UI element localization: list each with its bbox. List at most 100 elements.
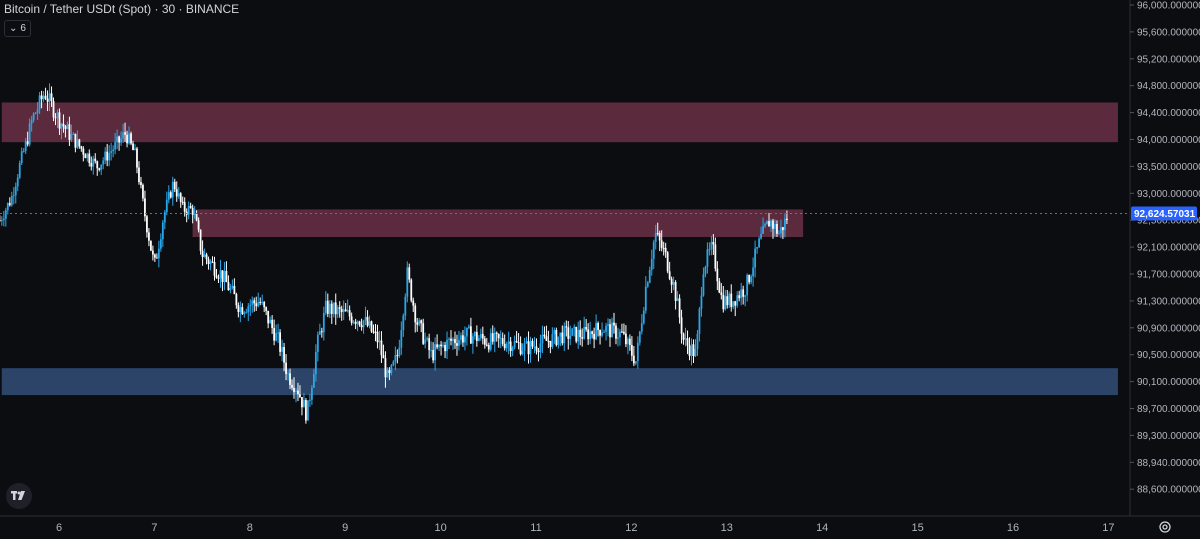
settings-icon[interactable]	[1158, 520, 1172, 534]
candle-body	[469, 326, 472, 344]
candle-body	[398, 347, 401, 357]
y-tick-label: 96,000.000000	[1137, 1, 1200, 12]
candle-body	[736, 295, 739, 306]
tradingview-logo-icon[interactable]	[6, 483, 32, 509]
demand-zone-3[interactable]	[1, 368, 1118, 396]
candle-body	[535, 346, 538, 351]
candle-body	[287, 373, 289, 375]
candle-body	[68, 124, 71, 140]
candle-body	[464, 336, 466, 343]
candle-body	[360, 325, 363, 328]
candle-body	[694, 349, 697, 357]
candle-body	[758, 238, 760, 248]
x-tick-label: 11	[530, 522, 541, 534]
candle-body	[328, 303, 331, 314]
candle-body	[652, 241, 655, 259]
candle-body	[420, 320, 423, 324]
candle-body	[110, 151, 113, 153]
candle-body	[78, 139, 81, 147]
candle-body	[489, 333, 492, 350]
supply-zone-2[interactable]	[192, 209, 804, 238]
candle-body	[332, 302, 335, 314]
candle-body	[318, 331, 321, 335]
price-axis[interactable]: 96,000.000000 95,600.000000 95,200.000000 9…	[1130, 1, 1200, 496]
candle-body	[634, 361, 637, 364]
candle-body	[555, 330, 558, 345]
indicator-toggle-button[interactable]: ⌄ 6	[4, 20, 31, 37]
candle-body	[778, 233, 780, 235]
candle-body	[22, 150, 25, 152]
candle-body	[136, 148, 138, 168]
candle-body	[551, 334, 554, 347]
candle-body	[50, 93, 53, 101]
candle-body	[46, 98, 49, 102]
x-tick-label: 10	[434, 522, 446, 534]
supply-zone-1[interactable]	[1, 102, 1118, 143]
candle-body	[579, 329, 582, 338]
candle-body	[132, 143, 134, 151]
candle-body	[322, 312, 325, 333]
candle-body	[142, 184, 144, 199]
candle-body	[505, 343, 508, 349]
candle-body	[442, 345, 444, 347]
candle-body	[545, 336, 548, 341]
candle-body	[664, 247, 667, 253]
candle-body	[479, 333, 482, 339]
x-tick-label: 7	[151, 522, 157, 534]
candle-body	[724, 296, 727, 310]
candle-body	[666, 252, 669, 272]
candle-body	[462, 335, 464, 343]
candle-body	[404, 296, 407, 316]
candle-body	[706, 249, 709, 267]
candle-body	[684, 338, 687, 340]
x-tick-label: 13	[721, 522, 733, 534]
candle-body	[585, 327, 588, 330]
indicator-count: 6	[20, 23, 26, 34]
candle-body	[402, 315, 405, 331]
candle-body	[4, 210, 7, 219]
candle-body	[0, 220, 1, 222]
y-tick-label: 95,600.000000	[1137, 27, 1200, 38]
candle-body	[523, 343, 526, 351]
y-tick-label: 94,000.000000	[1137, 135, 1200, 146]
candle-body	[718, 281, 721, 293]
candle-body	[352, 321, 355, 323]
chart-title: Bitcoin / Tether USDt (Spot) · 30 · BINA…	[4, 2, 240, 16]
candle-body	[253, 300, 256, 304]
candle-body	[128, 133, 130, 144]
candle-body	[211, 261, 214, 263]
candle-body	[261, 302, 264, 304]
candle-body	[217, 277, 220, 279]
candle-body	[511, 347, 514, 352]
y-tick-label: 90,100.000000	[1137, 377, 1200, 388]
candle-body	[495, 332, 498, 334]
candle-body	[134, 148, 136, 151]
candle-body	[126, 134, 128, 144]
candle-body	[764, 224, 766, 227]
candle-body	[257, 301, 260, 307]
candle-body	[690, 344, 693, 356]
candle-body	[320, 331, 323, 333]
candle-body	[108, 152, 111, 161]
y-tick-label: 93,500.000000	[1137, 162, 1200, 173]
candle-body	[471, 336, 474, 344]
candle-body	[519, 342, 522, 355]
candle-body	[613, 322, 615, 326]
candle-body	[215, 275, 218, 278]
time-axis[interactable]: 6 7 8 9 10 11 12 13 14 15 16 17	[56, 522, 1115, 534]
last-price-label: 92,624.57031	[1131, 206, 1197, 221]
candle-body	[171, 181, 174, 198]
candle-body	[316, 334, 319, 352]
candle-body	[527, 341, 530, 355]
candle-body	[740, 289, 743, 299]
candle-body	[410, 279, 413, 301]
candle-body	[312, 374, 315, 388]
candle-body	[565, 326, 568, 328]
candle-body	[340, 308, 343, 313]
candle-body	[557, 336, 560, 345]
candle-body	[307, 400, 309, 421]
candle-body	[197, 220, 200, 230]
candle-body	[191, 207, 194, 215]
x-tick-label: 8	[247, 522, 253, 534]
